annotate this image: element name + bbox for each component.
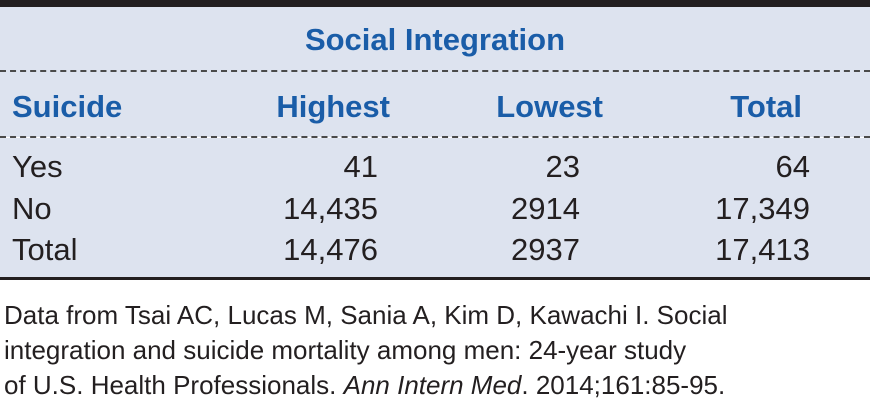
bottom-rule	[0, 277, 870, 280]
cell-total: 17,413	[715, 232, 810, 267]
dashed-divider-top	[0, 70, 870, 72]
table-row: No 14,435 2914 17,349	[0, 188, 870, 230]
cell-lowest: 2937	[511, 232, 580, 267]
cell-highest: 41	[343, 149, 378, 184]
cell-total: 17,349	[715, 191, 810, 226]
column-header-suicide: Suicide	[12, 89, 123, 124]
column-header-lowest: Lowest	[496, 89, 603, 124]
cell-highest: 14,435	[283, 191, 378, 226]
table-row: Total 14,476 2937 17,413	[0, 229, 870, 271]
cell-highest: 14,476	[283, 232, 378, 267]
source-line-1: Data from Tsai AC, Lucas M, Sania A, Kim…	[4, 300, 728, 330]
group-title: Social Integration	[304, 22, 566, 57]
source-line-3-suffix: . 2014;161:85-95.	[521, 370, 726, 400]
top-rule	[0, 0, 870, 7]
row-label: Yes	[12, 149, 63, 184]
row-label: No	[12, 191, 52, 226]
table-body-band	[0, 138, 870, 278]
cell-lowest: 23	[545, 149, 580, 184]
journal-name: Ann Intern Med	[343, 370, 522, 400]
source-citation: Data from Tsai AC, Lucas M, Sania A, Kim…	[4, 298, 866, 403]
column-header-highest: Highest	[276, 89, 390, 124]
row-label: Total	[12, 232, 78, 267]
column-header-total: Total	[730, 89, 802, 124]
cell-lowest: 2914	[511, 191, 580, 226]
header-band	[0, 7, 870, 137]
source-line-3: of U.S. Health Professionals. Ann Intern…	[4, 368, 866, 403]
source-line-2: integration and suicide mortality among …	[4, 335, 687, 365]
cell-total: 64	[775, 149, 810, 184]
dashed-divider-bottom	[0, 136, 870, 138]
table-row: Yes 41 23 64	[0, 146, 870, 188]
source-line-3-prefix: of U.S. Health Professionals.	[4, 370, 344, 400]
